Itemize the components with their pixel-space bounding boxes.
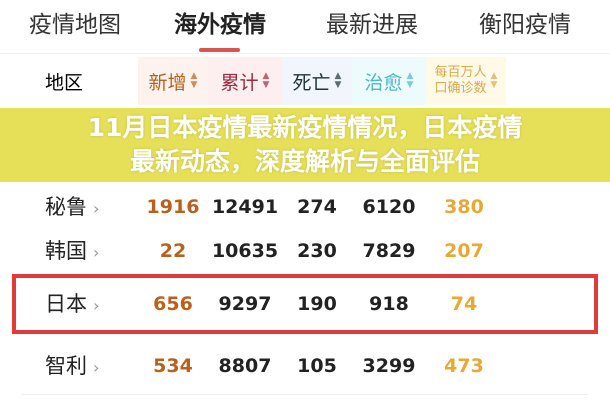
sort-icon: ▲ ▼	[406, 71, 414, 90]
tab-bar: 疫情地图 海外疫情 最新进展 衡阳疫情	[0, 0, 610, 54]
header-region: 地区	[45, 71, 84, 94]
header-deaths-label: 死亡	[292, 71, 331, 94]
total-cell: 8807	[218, 355, 272, 377]
tab-overseas[interactable]: 海外疫情	[174, 12, 266, 38]
region-cell: 智利 ›	[45, 344, 125, 388]
sort-icon: ▲ ▼	[190, 71, 198, 90]
recovered-cell: 7829	[362, 240, 416, 262]
region-name: 秘鲁	[45, 195, 87, 219]
header-recovered[interactable]: 治愈 ▲ ▼	[352, 57, 426, 105]
chevron-right-icon: ›	[93, 199, 100, 218]
per-million-cell: 74	[450, 293, 478, 315]
header-total[interactable]: 累计 ▲ ▼	[208, 57, 282, 105]
new-cell: 1916	[146, 196, 200, 218]
chevron-right-icon: ›	[93, 296, 100, 315]
recovered-cell: 3299	[362, 355, 416, 377]
sort-icon: ▲ ▼	[334, 71, 342, 90]
row-divider	[22, 394, 588, 395]
region-cell: 秘鲁 ›	[45, 185, 125, 229]
deaths-cell: 274	[297, 196, 337, 218]
sort-icon: ▲ ▼	[262, 71, 270, 90]
region-name: 智利	[45, 354, 87, 378]
article-title: 11月日本疫情最新疫情情况，日本疫情 最新动态，深度解析与全面评估	[0, 111, 610, 179]
total-cell: 10635	[211, 240, 279, 262]
new-cell: 656	[153, 293, 193, 315]
title-line-2: 最新动态，深度解析与全面评估	[129, 147, 480, 176]
table-row[interactable]: 秘鲁 › 1916 12491 274 6120 380	[0, 185, 610, 229]
per-million-cell: 473	[444, 355, 484, 377]
header-new[interactable]: 新增 ▲ ▼	[138, 57, 208, 105]
title-banner	[0, 108, 610, 182]
table-row[interactable]: 韩国 › 22 10635 230 7829 207	[0, 229, 610, 273]
header-per-million-line2: 口确诊数	[434, 81, 487, 96]
tab-latest-progress[interactable]: 最新进展	[326, 12, 418, 38]
header-total-label: 累计	[220, 71, 259, 94]
header-new-label: 新增	[148, 71, 187, 94]
chevron-right-icon: ›	[93, 358, 100, 377]
region-name: 韩国	[45, 239, 87, 263]
region-name: 日本	[45, 292, 87, 316]
region-cell: 韩国 ›	[45, 229, 125, 273]
header-per-million[interactable]: 每百万人 口确诊数 ▲ ▼	[426, 57, 506, 105]
deaths-cell: 230	[297, 240, 337, 262]
sort-icon: ▲ ▼	[490, 71, 498, 90]
deaths-cell: 105	[297, 355, 337, 377]
new-cell: 22	[159, 240, 187, 262]
recovered-cell: 918	[369, 293, 409, 315]
highlight-box	[12, 274, 598, 334]
header-per-million-line1: 每百万人	[434, 65, 487, 80]
region-cell: 日本 ›	[45, 282, 125, 326]
header-deaths[interactable]: 死亡 ▲ ▼	[282, 57, 352, 105]
tab-epidemic-map[interactable]: 疫情地图	[29, 12, 121, 38]
per-million-cell: 207	[444, 240, 484, 262]
header-per-million-label: 每百万人 口确诊数	[435, 65, 487, 97]
new-cell: 534	[153, 355, 193, 377]
chevron-right-icon: ›	[93, 243, 100, 262]
table-row[interactable]: 智利 › 534 8807 105 3299 473	[0, 344, 610, 388]
header-recovered-label: 治愈	[364, 71, 403, 94]
per-million-cell: 380	[444, 196, 484, 218]
recovered-cell: 6120	[362, 196, 416, 218]
total-cell: 12491	[211, 196, 279, 218]
total-cell: 9297	[218, 293, 272, 315]
tab-hengyang[interactable]: 衡阳疫情	[479, 12, 571, 38]
table-row-japan[interactable]: 日本 › 656 9297 190 918 74	[0, 282, 610, 326]
deaths-cell: 190	[297, 293, 337, 315]
active-tab-indicator	[199, 48, 240, 52]
title-line-1: 11月日本疫情最新疫情情况，日本疫情	[87, 113, 523, 142]
